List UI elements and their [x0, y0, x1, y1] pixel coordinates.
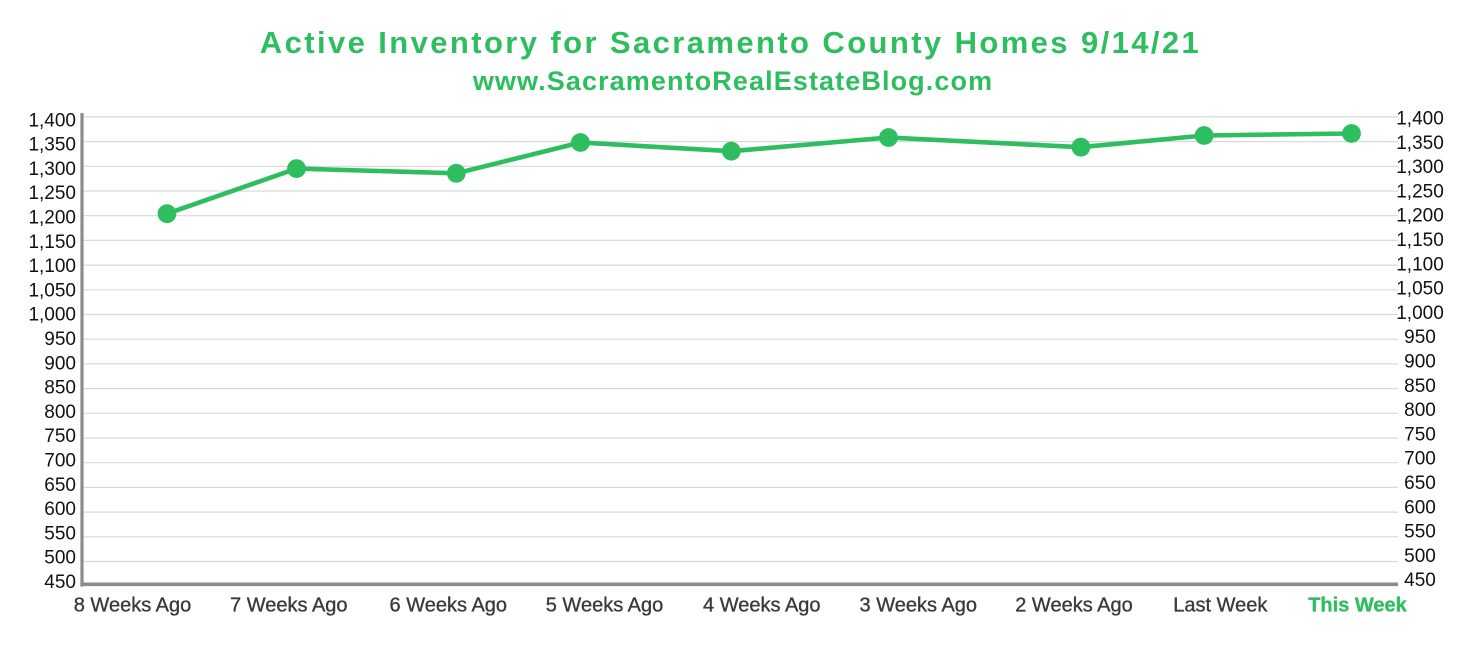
svg-text:6 Weeks Ago: 6 Weeks Ago [390, 595, 507, 617]
svg-text:1,100: 1,100 [28, 256, 76, 277]
svg-text:1,400: 1,400 [28, 110, 76, 131]
svg-text:850: 850 [1404, 376, 1436, 397]
svg-text:850: 850 [44, 378, 76, 399]
svg-text:900: 900 [44, 353, 76, 374]
svg-text:700: 700 [1404, 449, 1436, 470]
svg-text:3 Weeks Ago: 3 Weeks Ago [860, 595, 977, 617]
svg-text:500: 500 [1404, 546, 1436, 567]
svg-text:1,050: 1,050 [1396, 279, 1444, 300]
svg-text:4 Weeks Ago: 4 Weeks Ago [703, 595, 820, 617]
svg-text:500: 500 [44, 548, 76, 569]
svg-text:700: 700 [44, 451, 76, 472]
svg-text:1,100: 1,100 [1396, 254, 1444, 275]
svg-text:600: 600 [44, 499, 76, 520]
svg-text:900: 900 [1404, 352, 1436, 373]
svg-text:1,250: 1,250 [28, 183, 76, 204]
svg-text:1,200: 1,200 [28, 208, 76, 229]
svg-text:800: 800 [1404, 400, 1436, 421]
svg-text:1,350: 1,350 [1396, 133, 1444, 154]
svg-text:1,300: 1,300 [28, 159, 76, 180]
svg-text:1,000: 1,000 [28, 305, 76, 326]
svg-text:450: 450 [1404, 570, 1436, 591]
svg-text:550: 550 [44, 523, 76, 544]
svg-text:750: 750 [44, 426, 76, 447]
svg-text:www.SacramentoRealEstateBlog.c: www.SacramentoRealEstateBlog.com [472, 66, 993, 96]
svg-text:1,000: 1,000 [1396, 303, 1444, 324]
svg-text:1,200: 1,200 [1396, 206, 1444, 227]
svg-text:800: 800 [44, 402, 76, 423]
svg-text:650: 650 [44, 475, 76, 496]
svg-text:950: 950 [1404, 327, 1436, 348]
svg-text:7 Weeks Ago: 7 Weeks Ago [230, 595, 347, 617]
svg-text:1,050: 1,050 [28, 280, 76, 301]
svg-text:1,400: 1,400 [1396, 109, 1444, 130]
svg-text:650: 650 [1404, 473, 1436, 494]
svg-text:550: 550 [1404, 522, 1436, 543]
svg-text:1,150: 1,150 [28, 232, 76, 253]
svg-text:1,300: 1,300 [1396, 157, 1444, 178]
svg-text:750: 750 [1404, 424, 1436, 445]
svg-text:This Week: This Week [1308, 595, 1407, 617]
svg-text:Last Week: Last Week [1173, 595, 1268, 617]
svg-text:Active Inventory for Sacrament: Active Inventory for Sacramento County H… [260, 25, 1201, 60]
svg-text:1,350: 1,350 [28, 135, 76, 156]
svg-text:8 Weeks Ago: 8 Weeks Ago [74, 595, 191, 617]
svg-text:1,150: 1,150 [1396, 230, 1444, 251]
svg-text:450: 450 [44, 572, 76, 593]
svg-text:950: 950 [44, 329, 76, 350]
svg-text:5 Weeks Ago: 5 Weeks Ago [546, 595, 663, 617]
svg-text:2 Weeks Ago: 2 Weeks Ago [1015, 595, 1132, 617]
svg-text:1,250: 1,250 [1396, 181, 1444, 202]
svg-text:600: 600 [1404, 497, 1436, 518]
